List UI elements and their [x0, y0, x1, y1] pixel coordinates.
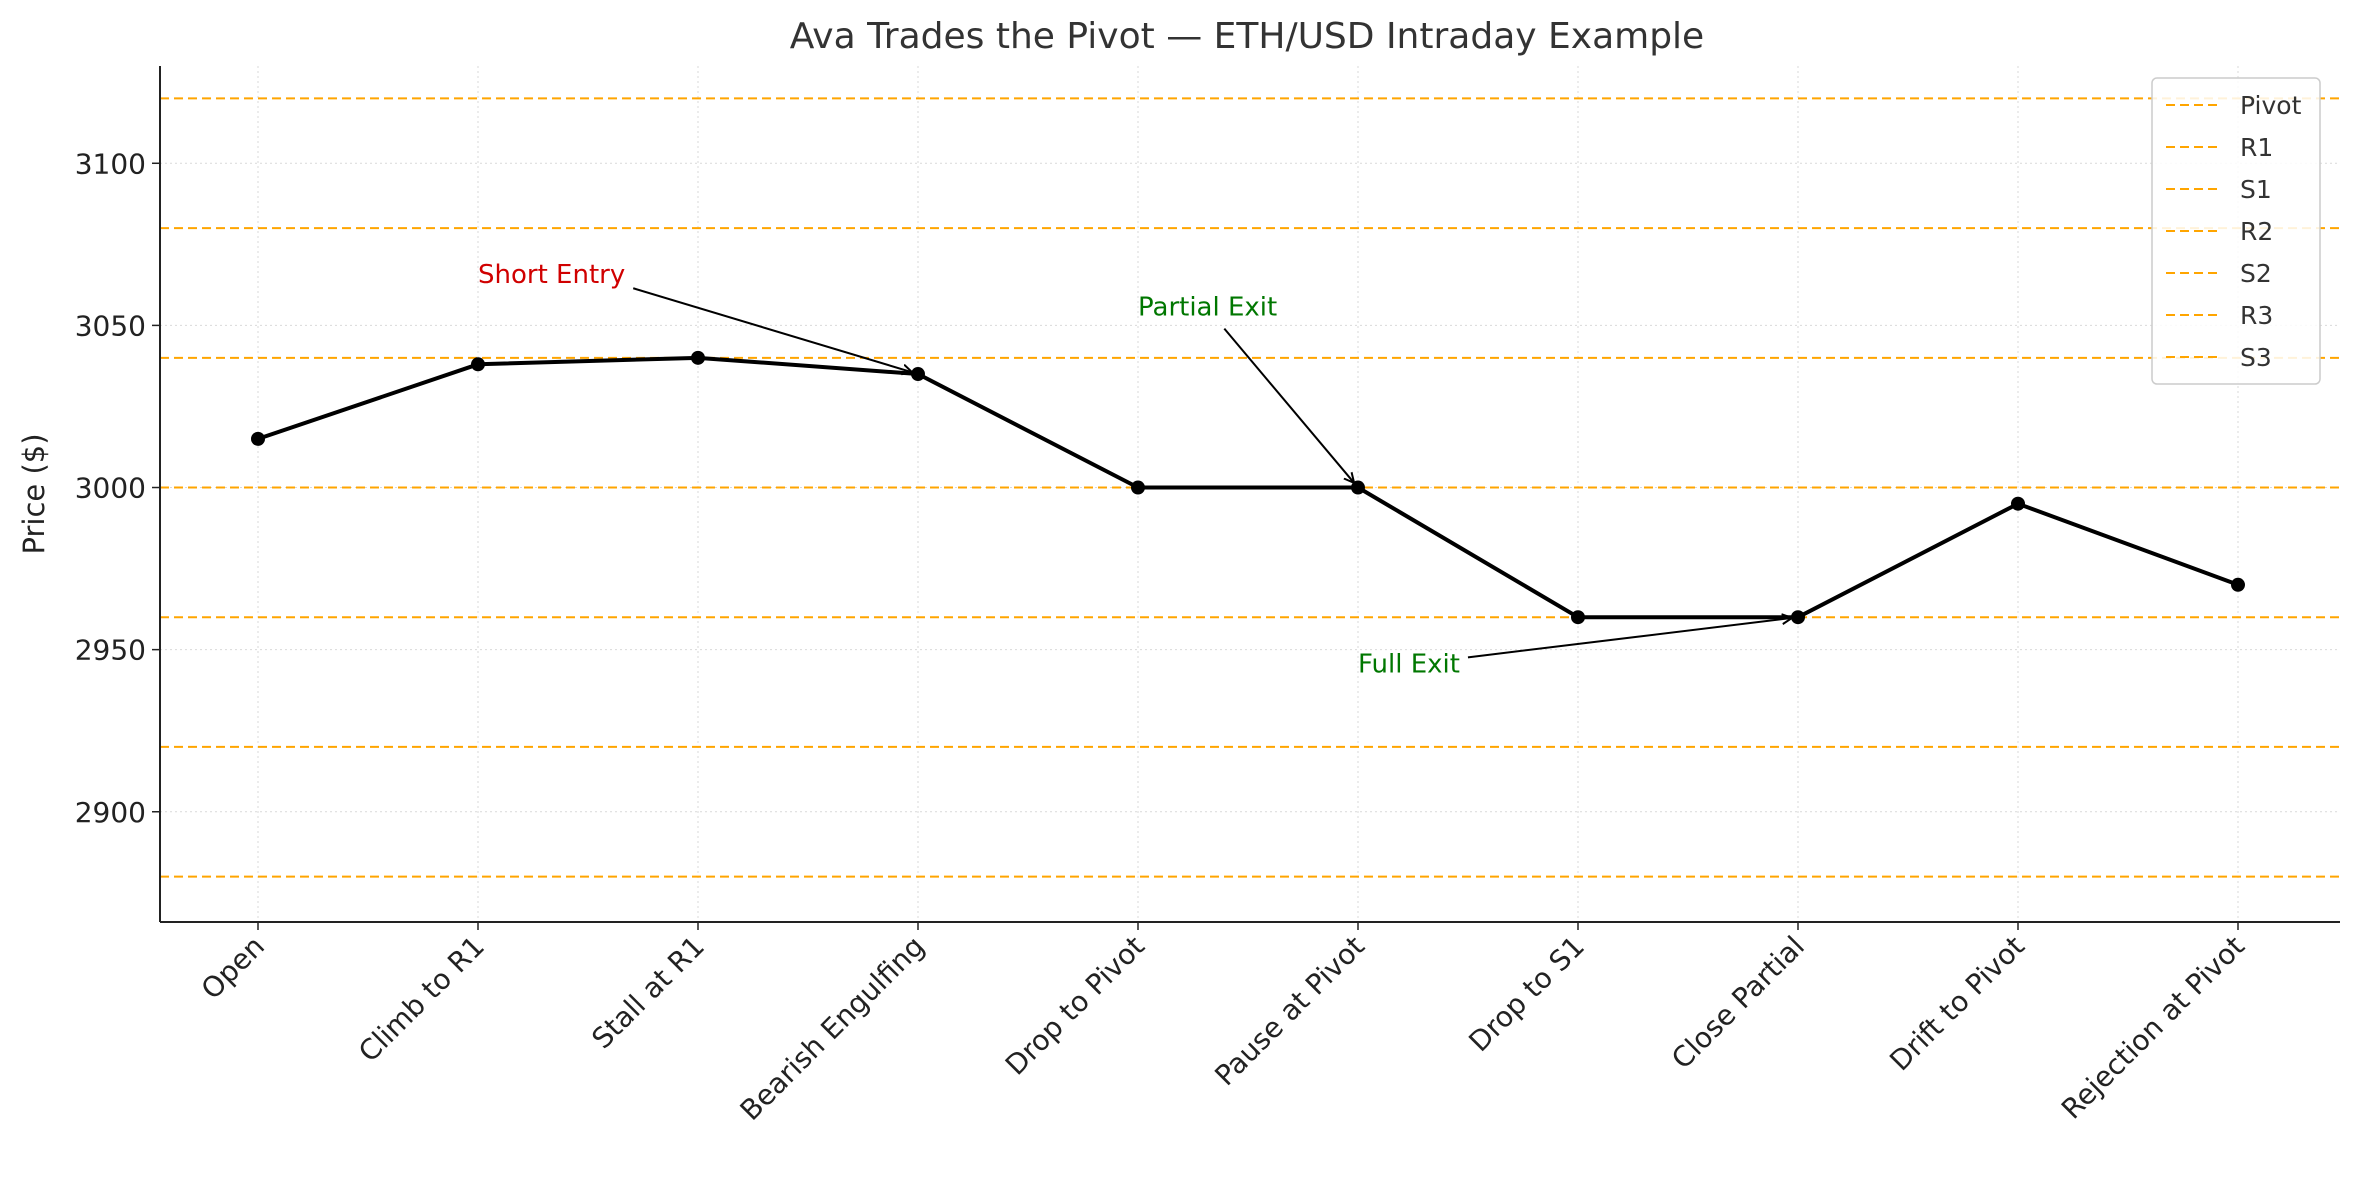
axes: 2900 2950 3000 3050 3100 Open Climb to R1 Stall… — [75, 66, 2340, 1127]
annotation-label: Partial Exit — [1138, 293, 1277, 323]
annotation-label: Full Exit — [1358, 649, 1460, 679]
grid — [160, 66, 2340, 922]
legend-label: S1 — [2240, 175, 2272, 204]
x-tick-label: Stall at R1 — [585, 930, 711, 1056]
y-tick-label: 2900 — [75, 796, 146, 829]
y-axis-label: Price ($) — [17, 433, 51, 554]
data-point — [691, 350, 705, 365]
legend: Pivot R1 S1 R2 S2 R3 S3 — [2151, 77, 2321, 385]
legend-box — [2151, 77, 2321, 385]
y-tick-label: 3050 — [75, 309, 146, 342]
legend-label: S2 — [2240, 259, 2272, 288]
y-tick-label: 3100 — [75, 147, 146, 180]
series-line — [257, 355, 2239, 620]
x-tick-label: Drop to S1 — [1462, 930, 1591, 1059]
data-point — [1131, 480, 1145, 495]
data-point — [1791, 610, 1805, 625]
annotations: Short Entry Partial Exit Full Exit — [478, 260, 1792, 679]
y-tick-label: 2950 — [75, 634, 146, 667]
x-tick-label: Open — [195, 930, 271, 1006]
legend-label: R2 — [2240, 217, 2273, 246]
x-tick-label: Pause at Pivot — [1208, 930, 1371, 1093]
y-tick-label: 3000 — [75, 472, 146, 505]
x-tick-label: Close Partial — [1665, 930, 1811, 1076]
x-tick-label: Bearish Engulfing — [734, 930, 931, 1127]
data-point — [911, 367, 925, 382]
data-point — [471, 357, 485, 372]
x-tick-label: Drift to Pivot — [1883, 930, 2031, 1078]
data-point — [2231, 577, 2245, 592]
annotation-arrow — [1467, 618, 1792, 659]
annotation-arrow — [632, 287, 912, 372]
data-point — [1571, 610, 1585, 625]
chart-title: Ava Trades the Pivot — ETH/USD Intraday … — [790, 16, 1704, 57]
data-point — [2011, 496, 2025, 511]
x-tick-label: Drop to Pivot — [999, 930, 1151, 1082]
x-tick-label: Rejection at Pivot — [2055, 930, 2251, 1126]
annotation-arrow — [1223, 328, 1354, 483]
legend-label: R3 — [2240, 301, 2273, 330]
data-point — [251, 431, 265, 446]
legend-label: R1 — [2240, 133, 2273, 162]
x-tick-label: Climb to R1 — [352, 930, 491, 1069]
price-series — [251, 350, 2245, 625]
legend-label: S3 — [2240, 343, 2272, 372]
annotation-label: Short Entry — [478, 260, 625, 290]
legend-label: Pivot — [2240, 91, 2302, 120]
